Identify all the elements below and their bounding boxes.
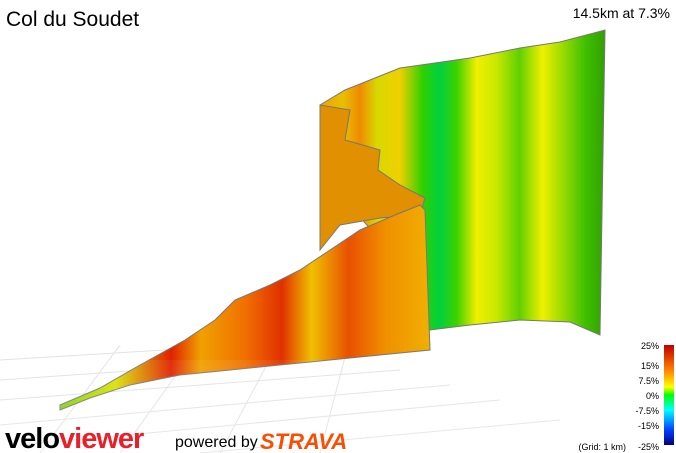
legend-label: -7.5% xyxy=(635,406,659,416)
grid-note: (Grid: 1 km) xyxy=(578,442,626,452)
legend-label: -15% xyxy=(638,421,659,431)
brand-prefix: velo xyxy=(5,423,59,453)
legend-label: -25% xyxy=(638,442,659,452)
floor-fade xyxy=(0,360,676,453)
brand-suffix: viewer xyxy=(59,423,144,453)
color-scale xyxy=(664,345,674,445)
summary: 14.5km at 7.3% xyxy=(573,5,670,21)
strava: STRAVA xyxy=(260,429,347,453)
legend-label: 25% xyxy=(641,341,659,351)
legend-label: 15% xyxy=(641,361,659,371)
powered-by: powered by xyxy=(175,434,258,451)
title: Col du Soudet xyxy=(6,8,139,31)
legend-label: 0% xyxy=(646,391,659,401)
brand: veloviewer xyxy=(5,423,144,453)
legend-label: 7.5% xyxy=(638,376,659,386)
